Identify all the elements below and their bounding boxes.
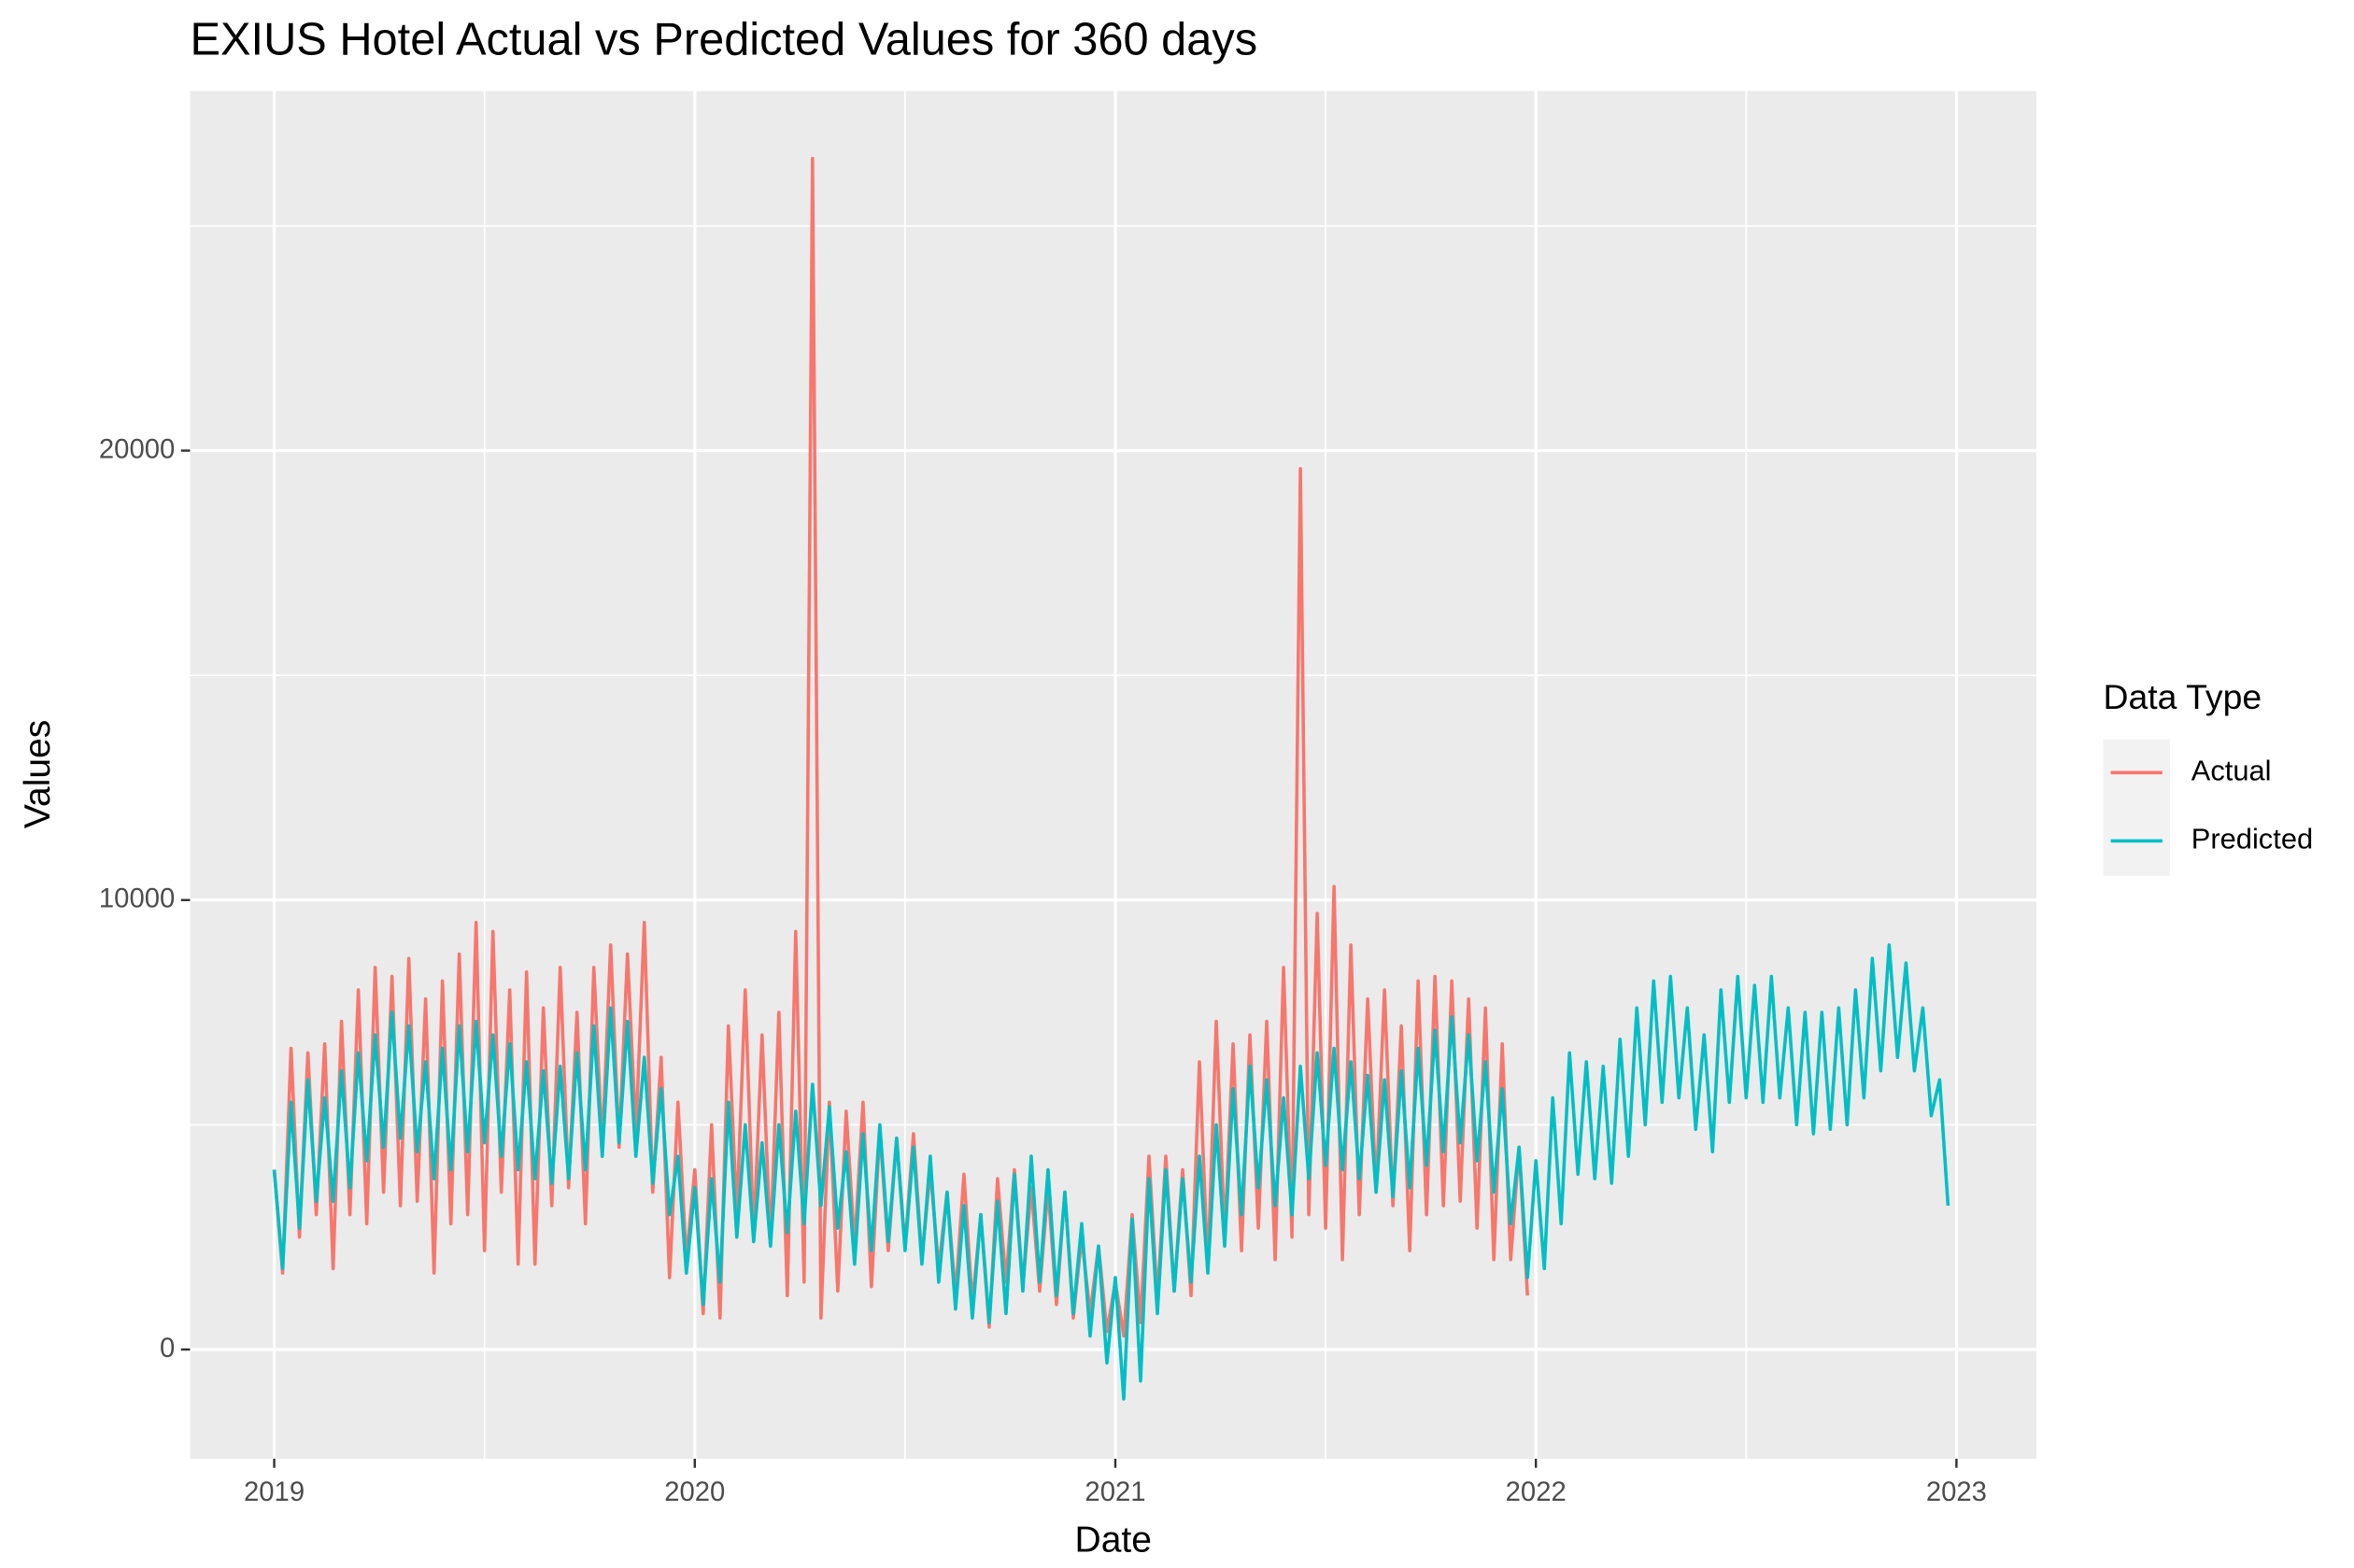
plot-panel	[190, 91, 2036, 1459]
legend-key-background	[2103, 739, 2170, 876]
data-line	[272, 943, 1950, 1401]
chart-title: EXIUS Hotel Actual vs Predicted Values f…	[191, 14, 1258, 64]
y-tick-label: 20000	[99, 434, 175, 464]
x-tick-label: 2019	[244, 1477, 305, 1507]
y-tick-label: 10000	[99, 884, 175, 914]
x-axis-label: Date	[1075, 1520, 1152, 1561]
y-axis-label: Values	[18, 720, 58, 828]
legend-label: Actual	[2191, 754, 2272, 786]
x-tick-label: 2020	[664, 1477, 725, 1507]
legend-label: Predicted	[2191, 823, 2313, 855]
legend-title: Data Type	[2103, 677, 2262, 716]
x-tick-label: 2021	[1085, 1477, 1145, 1507]
x-tick-label: 2022	[1506, 1477, 1567, 1507]
y-tick-label: 0	[160, 1334, 175, 1363]
x-tick-label: 2023	[1926, 1477, 1987, 1507]
